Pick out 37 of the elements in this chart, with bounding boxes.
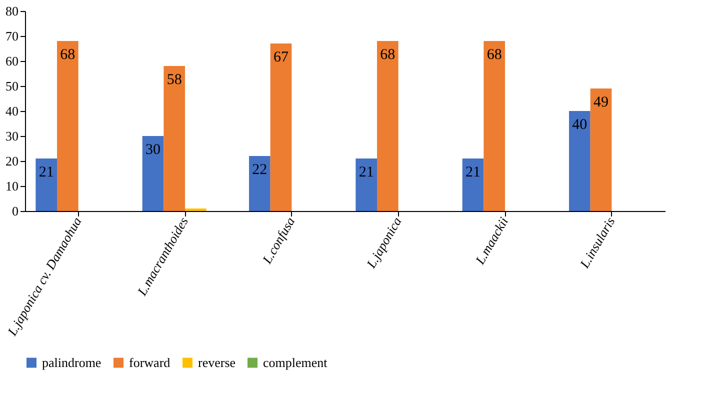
legend-label: complement: [263, 354, 328, 370]
y-tick-label: 70: [6, 28, 18, 44]
y-tick-label: 20: [6, 154, 18, 168]
legend-label: forward: [129, 354, 171, 370]
bar: [484, 41, 505, 211]
data-label: 58: [166, 72, 182, 88]
data-label: 67: [274, 50, 289, 66]
data-label: 21: [358, 164, 374, 180]
bar: [142, 136, 164, 211]
y-tick-label: 40: [6, 104, 18, 118]
bar: [36, 158, 57, 211]
bar: [377, 41, 398, 211]
data-label: 68: [380, 47, 396, 63]
bar: [249, 156, 270, 211]
data-label: 68: [60, 47, 76, 63]
data-label: 22: [252, 162, 268, 178]
bar: [57, 41, 78, 211]
bar: [356, 158, 377, 211]
y-tick-label: 50: [6, 78, 18, 94]
data-label: 49: [594, 94, 608, 110]
data-label: 21: [38, 164, 54, 180]
y-tick-label: 80: [6, 4, 18, 18]
data-label: 40: [572, 117, 588, 133]
bar: [590, 88, 612, 211]
bar: [270, 44, 292, 211]
bar: [164, 66, 185, 211]
y-tick-label: 30: [6, 128, 18, 144]
bar: [462, 158, 484, 211]
y-tick-label: 10: [6, 178, 18, 194]
data-label: 68: [486, 47, 502, 63]
bar: [569, 111, 590, 211]
data-label: 21: [466, 164, 480, 180]
legend-label: reverse: [198, 354, 236, 370]
legend-label: palindrome: [42, 354, 102, 370]
y-tick-label: 0: [12, 204, 18, 218]
y-tick-label: 60: [6, 54, 18, 68]
data-label: 30: [146, 142, 160, 158]
